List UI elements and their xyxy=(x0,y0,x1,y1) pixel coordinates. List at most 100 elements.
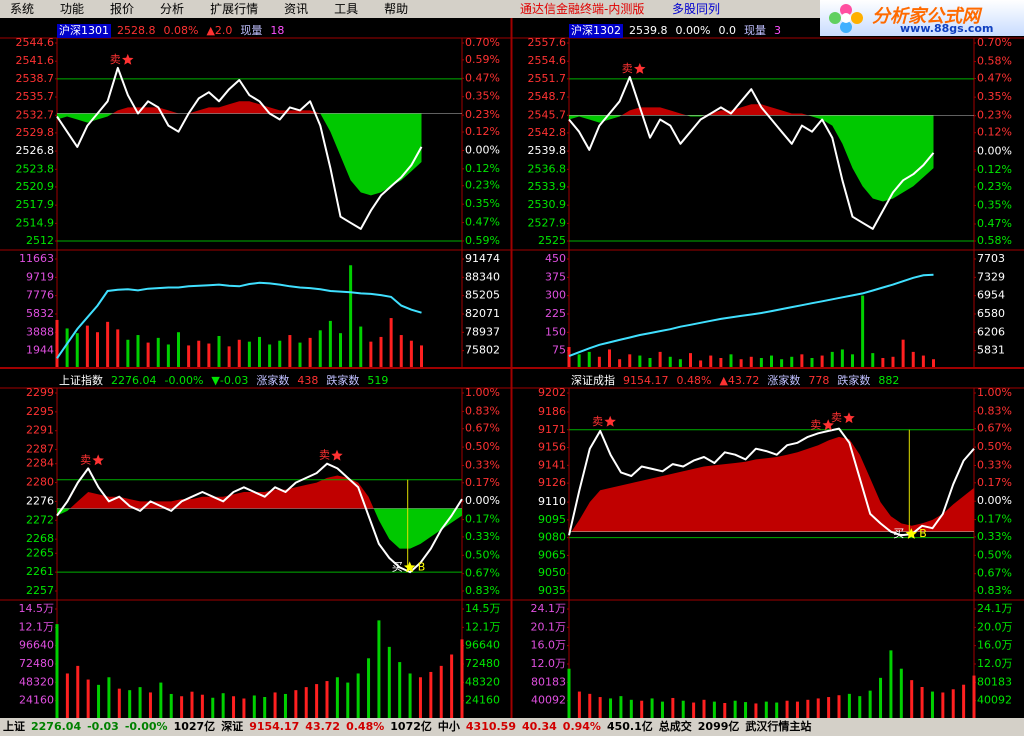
pct-tick-label: 0.58% xyxy=(977,55,1012,68)
signal-label: 卖 xyxy=(110,53,121,66)
volume-tick-label: 12.0万 xyxy=(531,657,567,670)
header-highlight xyxy=(57,24,111,38)
price-tick-label: 2261 xyxy=(26,565,54,578)
price-tick-label: 2529.8 xyxy=(16,126,55,139)
price-tick-label: 2541.6 xyxy=(16,54,55,67)
pct-tick-label: 0.58% xyxy=(977,234,1012,247)
pct-tick-label: 0.23% xyxy=(977,109,1012,122)
price-tick-label: 2265 xyxy=(26,546,54,559)
header-item: ▲43.72 xyxy=(719,374,759,387)
pct-tick-label: 0.17% xyxy=(465,476,500,489)
volume-right-tick-label: 91474 xyxy=(465,252,500,265)
price-tick-label: 2517.9 xyxy=(16,198,55,211)
menu-item[interactable]: 系统 xyxy=(10,2,35,16)
menu-bar: 系统 功能 报价 分析 扩展行情 资讯 工具 帮助 通达信金融终端-内测版 多股同列 xyxy=(0,0,1024,18)
pct-tick-label: 0.50% xyxy=(977,548,1012,561)
volume-tick-label: 72480 xyxy=(19,657,54,670)
pct-tick-label: 0.47% xyxy=(465,71,500,84)
volume-tick-label: 48320 xyxy=(19,675,54,688)
volume-right-tick-label: 7329 xyxy=(977,270,1005,283)
header-item: ▼-0.03 xyxy=(211,374,248,387)
pct-tick-label: 0.12% xyxy=(977,126,1012,139)
pct-tick-label: 0.83% xyxy=(465,404,500,417)
menu-item[interactable]: 工具 xyxy=(334,2,359,16)
volume-tick-label: 1944 xyxy=(26,344,54,357)
status-item: 1072亿 xyxy=(390,720,432,733)
price-tick-label: 2557.6 xyxy=(528,36,567,49)
price-line xyxy=(56,462,463,574)
menu-item[interactable]: 分析 xyxy=(160,2,185,16)
pct-tick-label: 0.47% xyxy=(465,216,500,229)
header-item: 9154.17 xyxy=(623,374,669,387)
price-tick-label: 2284 xyxy=(26,457,54,470)
pct-tick-label: 0.00% xyxy=(977,494,1012,507)
menu-item[interactable]: 功能 xyxy=(60,2,85,16)
logo: 分析家公式网 www.88gs.com xyxy=(820,0,1024,36)
volume-tick-label: 24.1万 xyxy=(531,602,567,615)
volume-tick-label: 3888 xyxy=(26,325,54,338)
pct-tick-label: 0.33% xyxy=(465,458,500,471)
status-item: 0.94% xyxy=(562,720,601,733)
histogram-up xyxy=(569,104,934,116)
status-item: -0.03 xyxy=(87,720,119,733)
pct-tick-label: 0.17% xyxy=(465,513,500,526)
signal-label: 卖 xyxy=(319,449,330,462)
pct-tick-label: 0.35% xyxy=(465,90,500,103)
pct-tick-label: 0.33% xyxy=(465,530,500,543)
price-tick-label: 9141 xyxy=(538,458,566,471)
menu-item[interactable]: 资讯 xyxy=(284,2,309,16)
pct-tick-label: 0.67% xyxy=(977,422,1012,435)
status-item: 4310.59 xyxy=(465,720,516,733)
volume-tick-label: 16.0万 xyxy=(531,639,567,652)
header-item: 882 xyxy=(878,374,899,387)
price-tick-label: 2514.9 xyxy=(16,216,55,229)
volume-right-tick-label: 24.1万 xyxy=(977,602,1013,615)
signal-star xyxy=(822,419,834,431)
price-tick-label: 9080 xyxy=(538,531,566,544)
header-item: 778 xyxy=(808,374,829,387)
pct-tick-label: 0.12% xyxy=(977,163,1012,176)
histogram-up xyxy=(571,436,974,532)
logo-name: 分析家公式网 xyxy=(872,6,980,27)
header-item: 现量 xyxy=(240,24,262,37)
menu-item[interactable]: 扩展行情 xyxy=(210,2,259,16)
menu-item[interactable]: 帮助 xyxy=(384,2,409,16)
status-item: 深证 xyxy=(221,720,244,733)
status-bar: 上证 2276.04 -0.03 -0.00% 1027亿 深证 9154.17 43.72 0… xyxy=(0,718,1024,736)
header-item: 涨家数 xyxy=(767,373,800,387)
volume-right-tick-label: 6206 xyxy=(977,325,1005,338)
volume-tick-label: 12.1万 xyxy=(19,620,55,633)
header-item: 0.00% xyxy=(676,24,711,37)
price-tick-label: 2299 xyxy=(26,386,54,399)
menu-item[interactable]: 报价 xyxy=(110,2,135,16)
header-highlight xyxy=(569,24,623,38)
pct-tick-label: 0.50% xyxy=(977,440,1012,453)
price-tick-label: 9202 xyxy=(538,386,566,399)
price-tick-label: 9035 xyxy=(538,584,566,597)
price-tick-label: 2538.7 xyxy=(16,72,55,85)
status-item: 武汉行情主站 xyxy=(745,720,812,733)
price-tick-label: 9186 xyxy=(538,405,566,418)
volume-right-tick-label: 72480 xyxy=(465,657,500,670)
signal-label: 卖 xyxy=(622,62,633,75)
signal-star xyxy=(905,528,917,539)
pct-tick-label: 0.50% xyxy=(465,440,500,453)
price-tick-label: 9095 xyxy=(538,513,566,526)
volume-tick-label: 300 xyxy=(545,289,566,302)
signal-star xyxy=(843,412,855,424)
volume-right-tick-label: 7703 xyxy=(977,252,1005,265)
pct-tick-label: 0.33% xyxy=(977,458,1012,471)
volume-tick-label: 225 xyxy=(545,307,566,320)
volume-right-tick-label: 48320 xyxy=(465,675,500,688)
status-item: 上证 xyxy=(3,720,25,733)
pct-tick-label: 1.00% xyxy=(465,386,500,399)
header-item: 深证成指 xyxy=(571,373,615,387)
signal-star xyxy=(92,454,104,466)
pct-tick-label: 0.00% xyxy=(465,143,500,156)
pct-tick-label: 0.83% xyxy=(977,404,1012,417)
view-mode[interactable]: 多股同列 xyxy=(672,2,721,16)
status-item: 450.1亿 xyxy=(606,720,653,733)
volume-tick-label: 450 xyxy=(545,252,566,265)
header-item: 438 xyxy=(297,374,318,387)
